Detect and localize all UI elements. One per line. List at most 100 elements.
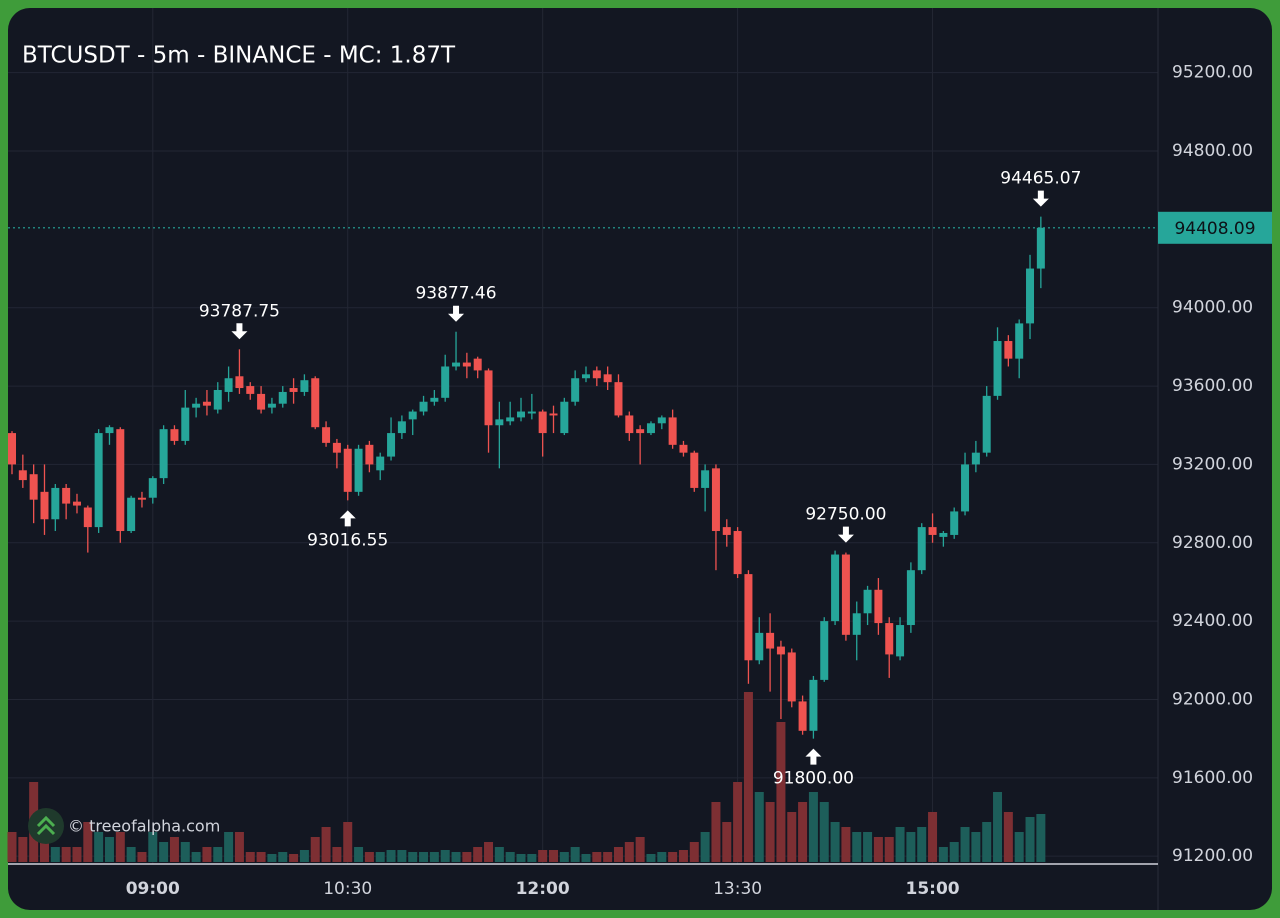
candle-body: [928, 527, 937, 535]
volume-bar: [126, 847, 136, 862]
volume-bar: [841, 827, 851, 862]
volume-bar: [938, 847, 948, 862]
candle-body: [939, 532, 948, 537]
candle-body: [51, 487, 60, 520]
volume-bar: [917, 827, 927, 862]
candle-body: [906, 570, 915, 626]
candle-body: [224, 378, 233, 392]
candle-layer: [8, 216, 1045, 739]
volume-bar: [354, 847, 364, 862]
volume-bar: [50, 847, 60, 862]
candle-body: [213, 389, 222, 410]
candle-body: [376, 456, 385, 471]
volume-bar: [419, 852, 429, 862]
volume-bar: [61, 847, 71, 862]
candle-body: [722, 527, 731, 535]
volume-bar: [169, 837, 179, 862]
candle-body: [538, 411, 547, 434]
candle-body: [527, 411, 536, 414]
candle-body: [1026, 268, 1035, 324]
candle-body: [506, 417, 515, 422]
volume-bar: [776, 722, 786, 862]
annotation-arrow: [448, 305, 465, 322]
volume-bar: [115, 832, 125, 862]
candle-body: [625, 415, 634, 434]
volume-bar: [863, 832, 873, 862]
x-tick-label: 09:00: [126, 879, 180, 899]
y-tick-label: 92800.00: [1172, 533, 1253, 553]
candle-body: [94, 433, 103, 528]
volume-bar: [310, 837, 320, 862]
annotation-arrow: [1032, 190, 1049, 207]
candle-body: [322, 427, 331, 443]
volume-bar: [256, 852, 266, 862]
volume-bar: [657, 852, 667, 862]
candle-body: [311, 378, 320, 428]
candle-body: [473, 358, 482, 371]
candle-body: [820, 621, 829, 680]
volume-bar: [549, 850, 558, 862]
candle-body: [170, 429, 179, 441]
volume-bar: [451, 852, 461, 862]
candle-body: [235, 376, 244, 389]
volume-bar: [321, 827, 331, 862]
volume-bar: [765, 802, 775, 862]
volume-bar: [505, 852, 515, 862]
volume-bar: [527, 854, 537, 862]
candle-body: [711, 468, 720, 532]
candle-body: [646, 423, 655, 434]
candle-body: [690, 452, 699, 488]
y-tick-label: 95200.00: [1172, 63, 1253, 83]
last-price-label: 94408.09: [1174, 219, 1255, 239]
volume-bar: [397, 850, 407, 862]
annotation-label: 91800.00: [773, 769, 854, 789]
candle-body: [484, 370, 493, 426]
candle-body: [549, 413, 558, 416]
volume-bar: [808, 792, 818, 862]
candle-body: [354, 448, 363, 492]
volume-bar: [83, 822, 93, 862]
candle-body: [787, 652, 796, 702]
volume-bar: [1003, 812, 1013, 862]
volume-bar: [711, 802, 721, 862]
candle-body: [29, 474, 38, 500]
x-tick-label: 15:00: [905, 879, 959, 899]
candle-body: [755, 632, 764, 661]
annotation-arrow: [339, 510, 356, 527]
candle-body: [452, 362, 461, 367]
volume-bar: [94, 832, 104, 862]
candle-body: [874, 589, 883, 624]
volume-bar: [733, 782, 743, 862]
candle-body: [809, 679, 818, 731]
candle-body: [40, 491, 49, 520]
volume-bar: [494, 847, 504, 862]
y-tick-label: 93600.00: [1172, 376, 1253, 396]
volume-bar: [104, 837, 114, 862]
y-tick-label: 91200.00: [1172, 846, 1253, 866]
candle-body: [636, 429, 645, 434]
volume-bar: [949, 842, 959, 862]
volume-bar: [635, 837, 645, 862]
watermark-chevrons: [36, 815, 56, 836]
volume-bar: [971, 832, 981, 862]
candle-body: [993, 341, 1002, 396]
volume-bar: [72, 847, 82, 862]
candle-body: [668, 417, 677, 445]
candle-body: [841, 554, 850, 635]
candle-body: [971, 452, 980, 465]
annotation-arrow: [231, 323, 248, 340]
last-price-box: [1158, 211, 1272, 244]
annotation-label: 92750.00: [805, 505, 886, 525]
overlay-layer: 92750.00 93787.75 93016.55 93877.46 91800.00…: [8, 169, 1158, 789]
candle-body: [441, 366, 450, 398]
candle-body: [83, 507, 92, 528]
volume-bar: [559, 852, 569, 862]
watermark-text: © treeofalpha.com: [68, 817, 220, 836]
volume-bar: [202, 847, 212, 862]
volume-bar: [722, 822, 732, 862]
chart-title: BTCUSDT - 5m - BINANCE - MC: 1.87T: [22, 43, 456, 69]
x-tick-label: 13:30: [713, 879, 762, 899]
volume-bar: [39, 842, 49, 862]
candle-body: [603, 374, 612, 383]
candle-body: [495, 419, 504, 426]
